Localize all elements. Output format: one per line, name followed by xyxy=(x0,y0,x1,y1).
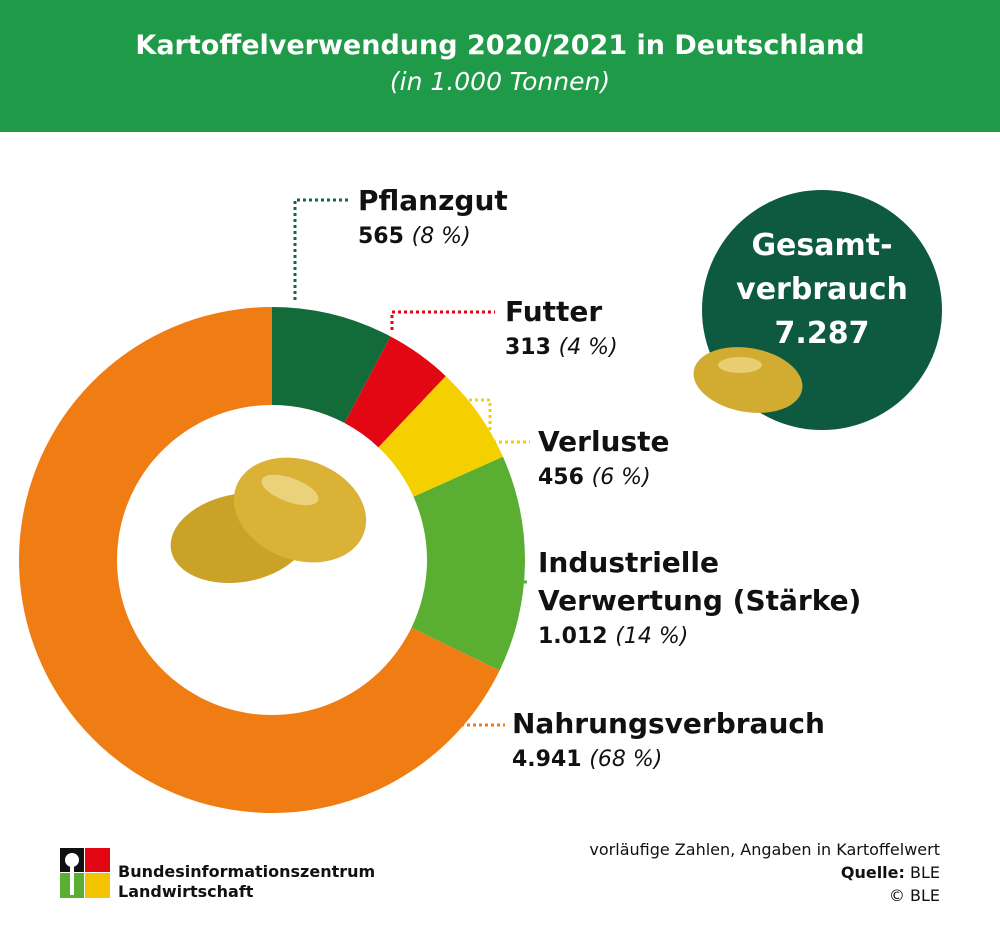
label-verluste: Verluste 456 (6 %) xyxy=(538,425,670,490)
label-pflanzgut: Pflanzgut 565 (8 %) xyxy=(358,184,508,249)
chart-subtitle: (in 1.000 Tonnen) xyxy=(389,67,611,96)
leader-line-verluste xyxy=(445,398,530,444)
donut-slice-3 xyxy=(411,456,525,671)
label-industrie: Industrielle Verwertung (Stärke) 1.012 (… xyxy=(538,546,862,649)
chart-title: Kartoffelverwendung 2020/2021 in Deutsch… xyxy=(135,30,865,61)
leader-line-industrie xyxy=(482,520,530,584)
leader-line-futter xyxy=(390,310,495,330)
donut-slice-1 xyxy=(344,336,446,448)
donut-slice-4 xyxy=(19,307,500,814)
donut-slice-0 xyxy=(272,307,391,424)
header: Kartoffelverwendung 2020/2021 in Deutsch… xyxy=(0,0,1000,132)
leader-lines xyxy=(293,198,530,727)
potato-icon xyxy=(170,457,367,584)
leader-line-nahrung xyxy=(420,668,505,727)
donut-slice-2 xyxy=(378,376,503,497)
footer: vorläufige Zahlen, Angaben in Kartoffelw… xyxy=(589,840,940,905)
label-nahrung: Nahrungsverbrauch 4.941 (68 %) xyxy=(512,707,825,772)
label-futter: Futter 313 (4 %) xyxy=(505,295,618,360)
leader-line-pflanzgut xyxy=(293,198,350,300)
bzl-logo xyxy=(60,848,110,898)
logo-text: Bundesinformationszentrum Landwirtschaft xyxy=(118,862,376,901)
potato-small-icon xyxy=(693,347,803,413)
